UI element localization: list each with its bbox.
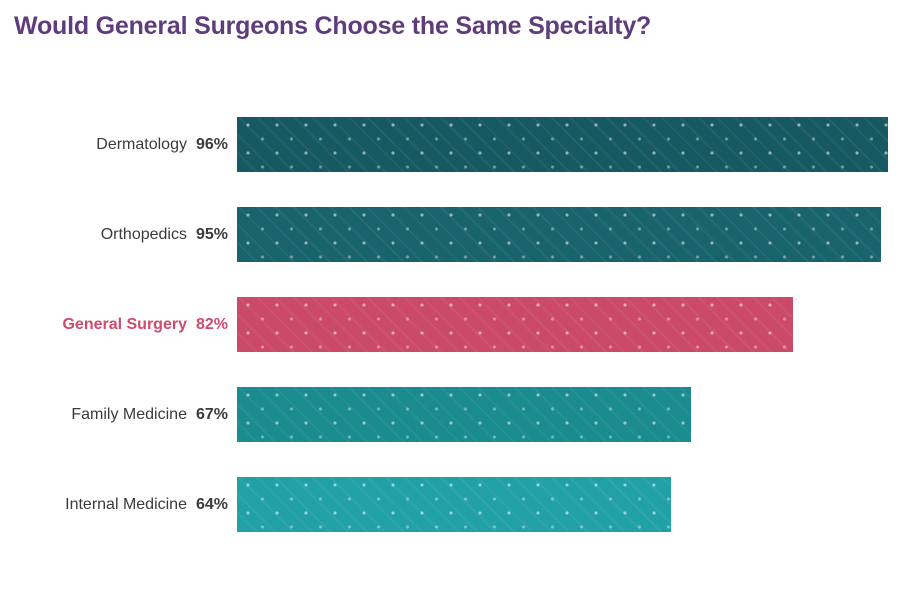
category-label: General Surgery 82% <box>0 316 237 334</box>
bar-row: Dermatology 96% <box>0 117 900 172</box>
bar <box>237 207 881 262</box>
bar <box>237 387 691 442</box>
category-name: General Surgery <box>62 315 187 333</box>
value-label: 67% <box>195 405 228 423</box>
chart-title: Would General Surgeons Choose the Same S… <box>14 12 652 40</box>
value-label: 96% <box>195 135 228 153</box>
bar-row: Orthopedics 95% <box>0 207 900 262</box>
value-label: 64% <box>195 495 228 513</box>
bar-row: Family Medicine 67% <box>0 387 900 442</box>
bar-row: General Surgery 82% <box>0 297 900 352</box>
category-label: Orthopedics 95% <box>0 226 237 244</box>
bar <box>237 117 888 172</box>
category-label: Dermatology 96% <box>0 136 237 154</box>
bar <box>237 297 793 352</box>
category-name: Family Medicine <box>71 405 187 423</box>
bar-row: Internal Medicine 64% <box>0 477 900 532</box>
category-name: Internal Medicine <box>65 495 187 513</box>
value-label: 82% <box>195 315 228 333</box>
category-name: Dermatology <box>96 135 187 153</box>
category-name: Orthopedics <box>100 225 187 243</box>
category-label: Internal Medicine 64% <box>0 496 237 514</box>
bar <box>237 477 671 532</box>
category-label: Family Medicine 67% <box>0 406 237 424</box>
bar-chart: Dermatology 96% Orthopedics 95% General … <box>0 117 900 567</box>
value-label: 95% <box>195 225 228 243</box>
